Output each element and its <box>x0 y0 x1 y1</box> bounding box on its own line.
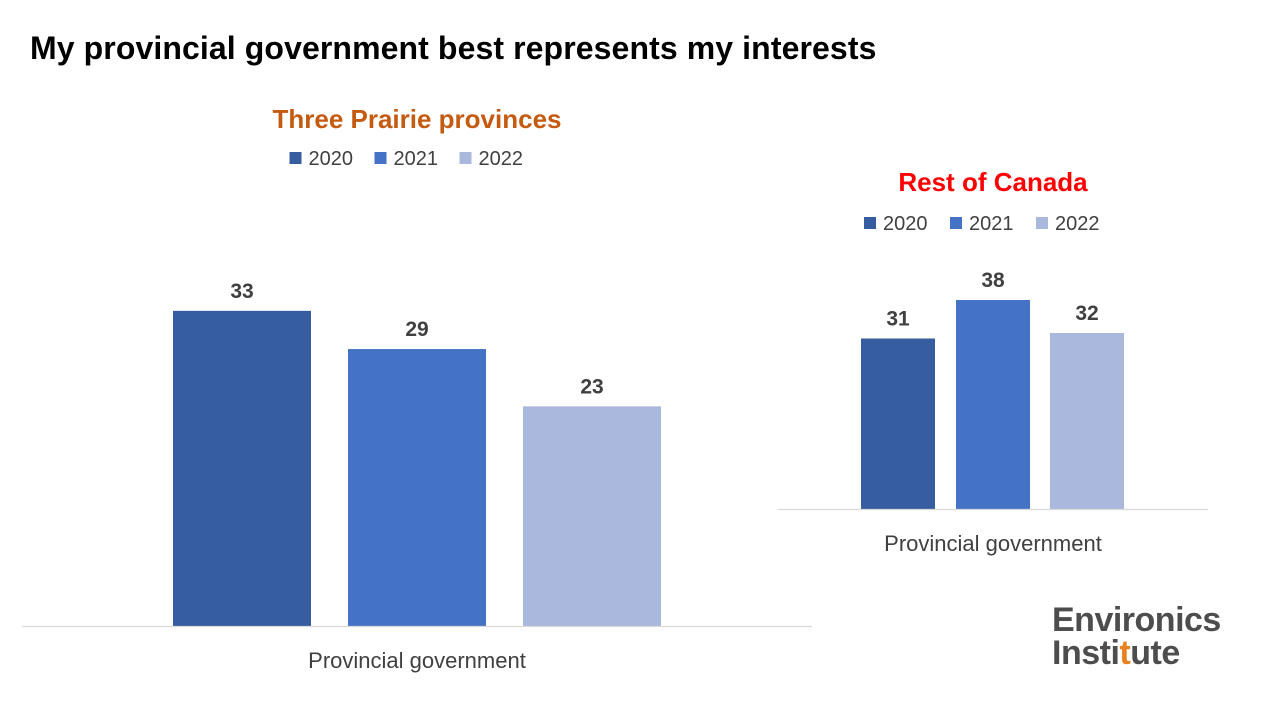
rest-of-canada-chart: Rest of Canada 2020 2021 2022 31 38 32 Provinci… <box>778 167 1208 556</box>
rest-legend-label-2022: 2022 <box>1055 213 1100 235</box>
rest-bar-2021 <box>956 300 1030 509</box>
prairie-data-label-2021: 29 <box>405 318 428 341</box>
rest-legend-label-2021: 2021 <box>969 213 1014 235</box>
rest-bar-2020 <box>861 338 935 509</box>
logo-line-2-start: Insti <box>1052 634 1120 672</box>
rest-data-label-2020: 31 <box>886 308 910 331</box>
prairie-legend-swatch-2022 <box>459 152 472 164</box>
rest-data-label-2021: 38 <box>981 269 1005 292</box>
prairie-bar-2020 <box>173 310 311 626</box>
rest-legend-swatch-2020 <box>864 217 876 229</box>
prairie-data-label-2022: 23 <box>580 375 603 398</box>
rest-chart-title: Rest of Canada <box>898 167 1088 197</box>
logo-accent-t: t <box>1119 634 1131 672</box>
prairie-bar-2021 <box>348 349 486 626</box>
prairie-legend-swatch-2020 <box>289 152 302 164</box>
rest-legend-swatch-2022 <box>1036 217 1048 229</box>
prairie-legend-label-2021: 2021 <box>394 148 439 170</box>
logo-line-1: Environics <box>1052 601 1221 639</box>
prairie-legend-label-2020: 2020 <box>309 148 354 170</box>
prairie-chart: Three Prairie provinces 2020 2021 2022 33 29 2… <box>22 104 812 673</box>
prairie-data-label-2020: 33 <box>230 280 253 303</box>
logo-line-2: Institute <box>1052 634 1221 672</box>
prairie-legend-swatch-2021 <box>374 152 387 164</box>
prairie-chart-title: Three Prairie provinces <box>272 104 561 134</box>
page-title: My provincial government best represents… <box>30 30 877 66</box>
rest-legend-swatch-2021 <box>950 217 962 229</box>
rest-legend-label-2020: 2020 <box>883 213 928 235</box>
rest-category-label: Provincial government <box>884 531 1102 556</box>
logo-line-2-end: ute <box>1130 634 1180 672</box>
prairie-bar-2022 <box>523 406 661 626</box>
rest-data-label-2022: 32 <box>1075 302 1098 325</box>
environics-institute-logo: Environics Institute <box>1052 601 1221 672</box>
prairie-category-label: Provincial government <box>308 648 526 673</box>
rest-bar-2022 <box>1050 333 1124 509</box>
prairie-legend-label-2022: 2022 <box>479 148 524 170</box>
